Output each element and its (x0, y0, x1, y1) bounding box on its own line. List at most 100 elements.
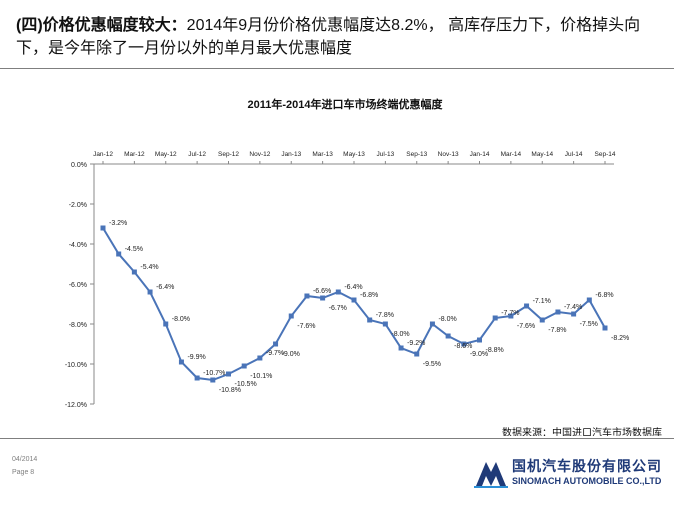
x-tick-label: Sep-14 (595, 151, 616, 158)
x-tick-label: May-13 (343, 151, 365, 158)
series-line (102, 227, 606, 382)
data-point (492, 315, 498, 321)
x-tick-label: Nov-13 (438, 151, 459, 158)
y-tick-label: 0.0% (71, 162, 87, 169)
data-points (100, 225, 608, 383)
data-label: -6.8% (360, 292, 378, 299)
data-label: -9.5% (423, 361, 441, 368)
data-label: -6.8% (595, 292, 613, 299)
data-point (100, 225, 106, 231)
data-label: -10.8% (219, 387, 241, 394)
y-tick-label: -12.0% (65, 402, 87, 409)
data-label: -8.0% (391, 331, 409, 338)
data-point (351, 297, 357, 303)
x-tick-label: Jul-12 (188, 151, 206, 158)
heading-lead: (四)价格优惠幅度较大： (16, 17, 187, 34)
logo-company-cn: 国机汽车股份有限公司 (512, 458, 662, 474)
y-tick-label: -6.0% (69, 282, 87, 289)
data-point (539, 317, 545, 323)
x-tick-label: May-12 (155, 151, 177, 158)
top-divider (0, 68, 674, 69)
x-tick-label: Mar-12 (124, 151, 145, 158)
data-point (194, 375, 200, 381)
data-label: -4.5% (125, 246, 143, 253)
data-point (477, 337, 482, 343)
logo-mark-icon (474, 462, 508, 488)
data-label: -8.2% (611, 335, 629, 342)
chart-title: 2011年-2014年进口车市场终端优惠幅度 (248, 97, 444, 111)
data-point (555, 309, 561, 315)
data-point (320, 295, 326, 301)
x-tick-label: Jul-14 (565, 151, 583, 158)
data-point (524, 303, 530, 309)
data-point (226, 371, 231, 377)
x-tick-label: Mar-13 (312, 151, 333, 158)
series-line-group (102, 227, 606, 382)
data-point (414, 351, 420, 357)
data-point (210, 377, 216, 383)
data-point (257, 355, 263, 361)
data-point (602, 325, 608, 331)
x-tick-label: Mar-14 (501, 151, 522, 158)
x-tick-label: Jan-13 (281, 151, 301, 158)
data-point (398, 345, 404, 351)
x-tick-label: Nov-12 (249, 151, 270, 158)
data-point (461, 341, 467, 347)
data-label: -6.4% (344, 284, 362, 291)
data-labels: -3.2% -4.5% -5.4% -6.4% -8.0% -9.9% -10.7% -10.… (109, 220, 629, 394)
slide-heading: (四)价格优惠幅度较大：2014年9月份价格优惠幅度达8.2%， 高库存压力下，… (16, 14, 666, 60)
data-label: -8.8% (486, 347, 504, 354)
data-point (367, 317, 373, 323)
footer-page: Page 8 (12, 469, 35, 476)
data-point (335, 289, 341, 295)
y-tick-label: -2.0% (69, 202, 87, 209)
data-label: -6.7% (329, 305, 347, 312)
data-label: -7.1% (533, 298, 551, 305)
data-point (586, 297, 592, 303)
data-label: -7.4% (564, 304, 582, 311)
data-label: -7.8% (548, 327, 566, 334)
data-label: -8.0% (172, 316, 190, 323)
y-tick-label: -4.0% (69, 242, 87, 249)
data-point (382, 321, 388, 327)
data-label: -7.6% (297, 323, 315, 330)
bottom-divider (0, 438, 674, 439)
data-label: -10.1% (250, 373, 272, 380)
heading-text: 2014年9月份价格优惠幅度达8.2%， 高库存压力下，价格掉头向下，是今年除了… (16, 17, 641, 57)
x-tick-label: Jul-13 (377, 151, 395, 158)
x-tick-label: Jan-12 (93, 151, 113, 158)
data-label: -7.6% (517, 323, 535, 330)
y-tick-label: -10.0% (65, 362, 87, 369)
x-tick-label: Sep-12 (218, 151, 239, 158)
data-label: -10.7% (203, 370, 225, 377)
chart-axes: 0.0% -2.0% -4.0% -6.0% -8.0% -10.0% -12.0% Jan-… (65, 151, 616, 409)
data-label: -6.6% (313, 288, 331, 295)
x-tick-label: Jan-14 (470, 151, 490, 158)
data-point (571, 311, 577, 317)
data-label: -9.2% (407, 340, 425, 347)
data-point (273, 341, 279, 347)
data-label: -9.9% (187, 354, 205, 361)
data-point (508, 313, 514, 319)
footer-date: 04/2014 (12, 456, 38, 463)
data-label: -8.0% (438, 316, 456, 323)
x-tick-label: Sep-13 (406, 151, 427, 158)
data-point (288, 313, 294, 319)
company-logo: 国机汽车股份有限公司 SINOMACH AUTOMOBILE CO.,LTD (474, 452, 666, 492)
data-point (445, 333, 451, 339)
data-label: -9.7% (266, 350, 284, 357)
x-tick-label: May-14 (531, 151, 553, 158)
data-label: -5.4% (140, 264, 158, 271)
data-label: -10.5% (235, 381, 257, 388)
data-point (304, 293, 310, 299)
data-label: -9.0% (282, 351, 300, 358)
data-label: -7.8% (376, 312, 394, 319)
data-point (116, 251, 122, 257)
data-point (429, 321, 435, 327)
data-point (163, 321, 169, 327)
data-label: -7.7% (501, 310, 519, 317)
data-label: -7.5% (580, 321, 598, 328)
data-point (178, 359, 184, 365)
logo-company-en: SINOMACH AUTOMOBILE CO.,LTD (512, 476, 662, 486)
data-point (131, 269, 137, 275)
